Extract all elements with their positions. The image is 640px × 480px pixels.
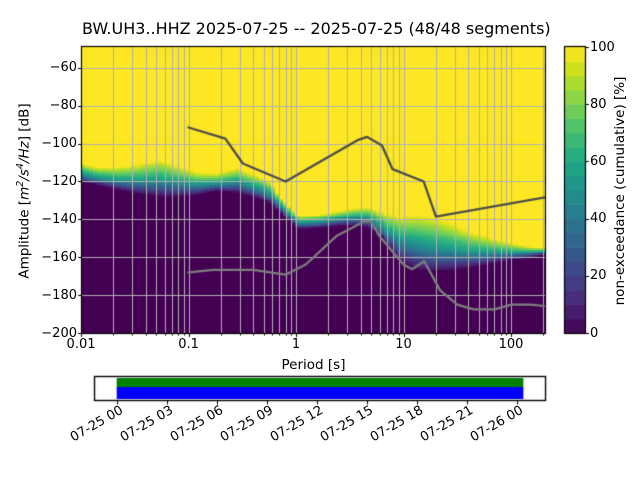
- y-axis-label-suffix: ] [dB]: [16, 103, 33, 142]
- y-tick-label--160: −160: [41, 249, 77, 265]
- y-axis-label-m-exp: 2: [15, 180, 26, 187]
- colorbar-tick-label-20: 20: [590, 268, 607, 284]
- x-tick-label-1: 1: [291, 337, 301, 352]
- y-axis-label-prefix: Amplitude [: [16, 199, 33, 279]
- y-tick-label--120: −120: [41, 173, 77, 189]
- y-axis-label-hz: /Hz: [16, 141, 33, 164]
- y-tick-label--100: −100: [41, 136, 77, 152]
- y-axis-label: Amplitude [m2/s4/Hz] [dB]: [15, 41, 35, 341]
- colorbar-tick-label-60: 60: [590, 153, 607, 169]
- y-tick-label--140: −140: [41, 211, 77, 227]
- x-tick-label-100: 100: [498, 337, 524, 352]
- y-tick-label--180: −180: [41, 287, 77, 303]
- colorbar-tick-label-0: 0: [590, 325, 599, 341]
- colorbar-label: non-exceedance (cumulative) [%]: [612, 76, 628, 306]
- x-tick-label-0.01: 0.01: [66, 337, 96, 352]
- x-tick-label-0.1: 0.1: [178, 337, 199, 352]
- colorbar-tick-label-100: 100: [590, 39, 615, 55]
- y-tick-label--200: −200: [41, 325, 77, 341]
- y-tick-label--60: −60: [49, 60, 77, 76]
- y-axis-label-s-exp: 4: [15, 163, 26, 170]
- colorbar-tick-label-80: 80: [590, 96, 607, 112]
- y-tick-label--80: −80: [49, 98, 77, 114]
- y-axis-label-s: /s: [16, 169, 33, 181]
- x-tick-label-10: 10: [395, 337, 412, 352]
- x-axis-label: Period [s]: [281, 357, 346, 373]
- colorbar-tick-label-40: 40: [590, 211, 607, 227]
- plot-title: BW.UH3..HHZ 2025-07-25 -- 2025-07-25 (48…: [82, 19, 551, 38]
- y-axis-label-m: m: [16, 186, 33, 200]
